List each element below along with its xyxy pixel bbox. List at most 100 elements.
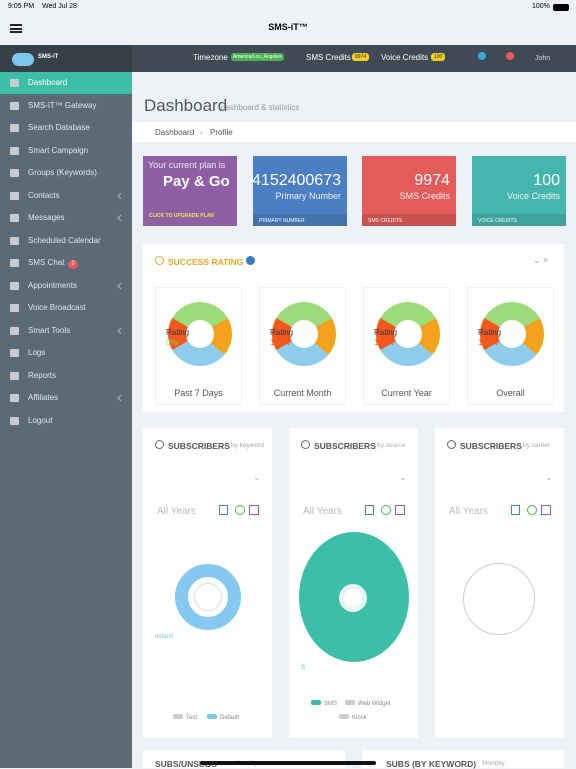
donut xyxy=(175,564,241,630)
sidebar-label: Messages xyxy=(28,213,65,222)
card-small: Primary Number xyxy=(275,191,341,201)
sidebar-label: SMS-iT™ Gateway xyxy=(28,100,97,110)
sidebar-item[interactable]: Voice Broadcast xyxy=(0,297,132,319)
legend-label: Web Widget xyxy=(358,701,391,707)
panel-by: by keyword xyxy=(231,442,264,449)
save-icon[interactable] xyxy=(541,505,551,515)
export-icon[interactable] xyxy=(365,505,374,515)
sidebar-item[interactable]: Appointments xyxy=(0,275,132,297)
export-icon[interactable] xyxy=(511,505,520,515)
panel-controls[interactable]: ⌄ × xyxy=(533,255,549,265)
dropdown[interactable]: ⌄ xyxy=(399,472,407,482)
user-menu[interactable]: John xyxy=(535,55,551,62)
breadcrumb-current: Profile xyxy=(210,128,233,137)
gauge-label: Rating xyxy=(166,328,190,337)
sidebar-item[interactable]: Groups (Keywords) xyxy=(0,162,132,184)
donut xyxy=(299,532,409,662)
card-small: Voice Credits xyxy=(506,191,560,201)
save-icon[interactable] xyxy=(249,505,259,515)
success-title: SUCCESS RATING xyxy=(168,257,244,267)
sidebar-item[interactable]: Affiliates xyxy=(0,387,132,409)
breadcrumb-link[interactable]: Dashboard xyxy=(155,128,195,137)
sidebar-item[interactable]: Logs xyxy=(0,342,132,364)
breadcrumb-bar xyxy=(132,122,576,142)
card-small: SMS Credits xyxy=(399,191,450,201)
gauge-dial xyxy=(376,302,440,366)
chevron xyxy=(117,215,122,221)
sidebar-label: Groups (Keywords) xyxy=(28,168,97,177)
dropdown[interactable]: ⌄ xyxy=(253,472,261,482)
gauge-dial xyxy=(168,302,232,366)
panel-icon xyxy=(155,440,164,449)
help-icon[interactable] xyxy=(246,256,255,265)
sidebar-item[interactable]: Scheduled Calendar xyxy=(0,230,132,252)
sidebar-label: Voice Broadcast xyxy=(28,303,86,312)
sidebar-item[interactable]: Smart Tools xyxy=(0,320,132,342)
voice-credits-badge: 100 xyxy=(431,53,446,61)
message-icon[interactable] xyxy=(506,52,514,60)
year-filter[interactable]: All Years xyxy=(303,506,342,517)
sidebar-label: Affiliates xyxy=(28,393,59,402)
legend-item[interactable]: Test xyxy=(173,714,197,721)
gauge-period: Overall xyxy=(496,388,525,398)
legend-item[interactable]: Web Widget xyxy=(345,700,391,707)
menu-button[interactable] xyxy=(10,24,22,33)
sidebar xyxy=(0,72,132,768)
gauge-card: Rating 100% Current Year xyxy=(363,287,450,405)
panel-title: SUBS/UNSUBS xyxy=(155,759,217,769)
panel-title: SUBSCRIBERS xyxy=(460,441,522,451)
sidebar-label: Search Database xyxy=(28,123,90,132)
battery: 100% xyxy=(532,3,550,10)
export-icon[interactable] xyxy=(219,505,228,515)
year-filter[interactable]: All Years xyxy=(157,506,196,517)
notification-icon[interactable] xyxy=(478,52,486,60)
refresh-icon[interactable] xyxy=(235,505,245,515)
sidebar-item[interactable]: Messages xyxy=(0,207,132,229)
gauge-period: Current Year xyxy=(381,388,432,398)
logo-icon xyxy=(12,53,34,66)
panel-title: SUBSCRIBERS xyxy=(314,441,376,451)
sidebar-item[interactable]: Reports xyxy=(0,365,132,387)
gauge-period: Current Month xyxy=(273,388,332,398)
plan-card[interactable]: Your current plan is Pay & Go CLICK TO U… xyxy=(143,156,237,226)
panel-sub: Monthly xyxy=(482,760,505,767)
refresh-icon[interactable] xyxy=(381,505,391,515)
card-footer[interactable]: CLICK TO UPGRADE PLAN xyxy=(149,213,214,219)
legend-item[interactable]: Default xyxy=(207,714,239,721)
gauge-value: 100% xyxy=(478,338,499,347)
card-big: 9974 xyxy=(414,172,450,189)
sidebar-item[interactable]: SMS-iT™ Gateway xyxy=(0,95,132,117)
timezone-badge: America/Los_Angeles xyxy=(231,53,284,61)
gauge-label: Rating xyxy=(270,328,294,337)
sidebar-item[interactable]: Smart Campaign xyxy=(0,140,132,162)
legend-label: Default xyxy=(220,715,240,721)
legend-item[interactable]: SMS xyxy=(311,700,337,707)
chevron xyxy=(117,282,122,289)
sidebar-item[interactable]: SMS Chat 2 xyxy=(0,252,132,274)
save-icon[interactable] xyxy=(395,505,405,515)
sidebar-item[interactable]: Search Database xyxy=(0,117,132,139)
sidebar-item[interactable]: Logout xyxy=(0,410,132,432)
logo-text: SMS-iT xyxy=(38,54,59,60)
year-filter[interactable]: All Years xyxy=(449,506,488,517)
panel-icon xyxy=(447,440,456,449)
time: 9:05 PM xyxy=(8,3,35,10)
sidebar-label: Smart Tools xyxy=(28,325,71,335)
sidebar-label: Logs xyxy=(28,348,46,357)
sidebar-item[interactable]: Contacts xyxy=(0,185,132,207)
refresh-icon[interactable] xyxy=(527,505,537,515)
nav-title: SMS-iT™ xyxy=(268,22,308,32)
gauge-value: 100% xyxy=(270,338,291,347)
dropdown[interactable]: ⌄ xyxy=(545,472,553,482)
gauge-card: Rating 100% Overall xyxy=(467,287,554,405)
number-card: 4152400673 Primary Number PRIMARY NUMBER xyxy=(253,156,347,226)
legend-label: SMS xyxy=(324,701,338,707)
subscribers-panel: SUBSCRIBERS by source ⌄ All Years S SMS We… xyxy=(289,428,418,738)
sidebar-label: Dashboard xyxy=(28,78,68,87)
legend-item[interactable]: Kiosk xyxy=(339,714,367,721)
sidebar-item[interactable]: Dashboard xyxy=(0,72,132,94)
card-big: 100 xyxy=(533,172,560,189)
subscribers-panel: SUBSCRIBERS by carrier ⌄ All Years xyxy=(435,428,564,738)
sms-card: 9974 SMS Credits SMS CREDITS xyxy=(362,156,456,226)
